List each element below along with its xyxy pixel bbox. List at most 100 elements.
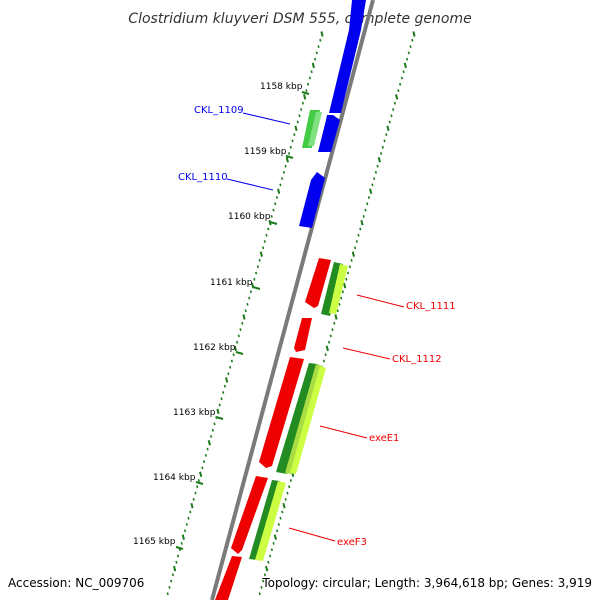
ring-tick-dot: [272, 542, 275, 545]
ring-tick-dot: [289, 145, 292, 149]
ring-tick-dot: [412, 31, 416, 37]
kbp-tick: [269, 221, 278, 225]
ring-tick-dot: [201, 466, 204, 470]
ring-tick-dot: [388, 120, 391, 124]
ring-tick-dot: [277, 523, 280, 526]
ring-tick-dot: [315, 51, 318, 55]
ring-tick-dot: [371, 183, 374, 187]
ring-tick-dot: [395, 94, 399, 100]
ring-tick-dot: [284, 164, 287, 168]
gene-block-forward: [318, 115, 340, 152]
ring-tick-dot: [282, 502, 286, 509]
ring-tick-dot: [294, 125, 298, 132]
ring-tick-dot: [355, 240, 358, 243]
ring-tick-dot: [277, 188, 281, 194]
ring-tick-dot: [284, 498, 287, 501]
gene-label-ckl-1110[interactable]: CKL_1110: [178, 172, 228, 183]
kbp-tick: [215, 416, 224, 420]
ring-tick-dot: [210, 435, 213, 438]
kbp-tick: [285, 155, 294, 159]
kbp-tick: [301, 91, 310, 95]
ring-tick-dot: [255, 271, 258, 275]
ring-tick-dot: [357, 233, 360, 237]
ring-tick-dot: [305, 89, 308, 92]
ring-tick-dot: [279, 183, 282, 187]
ring-tick-dot: [354, 246, 357, 250]
ring-tick-dot: [265, 565, 269, 572]
ring-tick-dot: [262, 246, 265, 250]
kbp-label: 1160 kbp: [228, 212, 271, 222]
ring-tick-dot: [383, 139, 386, 143]
gene-label-exef3[interactable]: exeF3: [337, 537, 367, 548]
ring-tick-dot: [296, 120, 299, 124]
ring-tick-dot: [216, 408, 220, 415]
ring-tick-dot: [175, 560, 178, 564]
kbp-tick: [175, 546, 184, 550]
gene-label-exee1[interactable]: exeE1: [369, 433, 399, 444]
gene-label-ckl-1109[interactable]: CKL_1109: [194, 105, 244, 116]
ring-tick-dot: [267, 227, 270, 231]
gene-block-reverse: [259, 357, 304, 468]
gene-labels: CKL_1109 CKL_1110 CKL_1111 CKL_1112 exeE…: [178, 105, 456, 548]
ring-tick-dot: [196, 485, 199, 489]
ring-tick-dot: [317, 45, 320, 48]
ring-tick-dot: [197, 479, 200, 482]
ring-tick-dot: [360, 219, 364, 226]
ring-tick-dot: [218, 403, 221, 407]
ring-tick-dot: [192, 498, 195, 501]
ring-tick-dot: [348, 265, 351, 269]
ring-tick-dot: [336, 309, 339, 313]
gene-block-forward: [299, 172, 325, 228]
ring-tick-dot: [168, 586, 171, 589]
ring-tick-dot: [236, 340, 239, 344]
ring-tick-dot: [181, 534, 185, 540]
ring-tick-dot: [260, 586, 263, 589]
ring-tick-dot: [166, 592, 169, 596]
ring-tick-dot: [402, 70, 405, 74]
ring-tick-dot: [239, 328, 242, 331]
ring-tick-dot: [253, 277, 256, 281]
ring-tick-dot: [369, 188, 373, 194]
ring-tick-dot: [303, 94, 307, 100]
ring-tick-dot: [385, 133, 388, 136]
ring-tick-dot: [301, 101, 304, 105]
kbp-label: 1163 kbp: [173, 408, 216, 418]
ring-tick-dot: [211, 428, 214, 432]
gene-label-ckl-1112[interactable]: CKL_1112: [392, 354, 442, 365]
ring-tick-dot: [308, 76, 311, 80]
gene-block-reverse: [231, 476, 268, 554]
ring-tick-dot: [289, 479, 292, 482]
gene-leader-line: [319, 425, 368, 439]
ring-tick-dot: [399, 82, 402, 86]
ring-tick-dot: [300, 108, 303, 111]
kbp-label: 1162 kbp: [193, 343, 236, 353]
ring-tick-dot: [204, 454, 207, 457]
hit-band-yellow-green: [255, 481, 286, 561]
ring-tick-dot: [227, 372, 230, 375]
ring-tick-dot: [329, 334, 332, 338]
ring-tick-dot: [288, 152, 291, 155]
ring-tick-dot: [376, 164, 379, 168]
ring-tick-dot: [281, 510, 284, 514]
hit-band-yellow-green: [290, 366, 326, 474]
ring-tick-dot: [281, 177, 284, 180]
ring-tick-dot: [331, 328, 334, 331]
ring-tick-dot: [291, 139, 294, 143]
gene-leader-line: [226, 178, 274, 191]
ring-tick-dot: [362, 215, 365, 218]
ring-tick-dot: [206, 447, 209, 451]
hit-band-light-green: [308, 112, 322, 146]
kbp-tick: [195, 481, 204, 485]
ring-tick-dot: [269, 554, 272, 558]
ring-tick-dot: [364, 208, 367, 212]
ring-tick-dot: [229, 365, 232, 369]
ring-tick-dot: [324, 353, 327, 357]
ring-tick-dot: [230, 359, 233, 363]
ring-tick-dot: [285, 157, 289, 163]
ring-tick-dot: [263, 240, 266, 243]
kbp-label: 1159 kbp: [244, 147, 287, 157]
gene-label-ckl-1111[interactable]: CKL_1111: [406, 301, 456, 312]
kbp-tick: [235, 351, 244, 355]
ring-tick-dot: [265, 233, 268, 237]
topology-text: Topology: circular; Length: 3,964,618 bp…: [261, 576, 592, 590]
